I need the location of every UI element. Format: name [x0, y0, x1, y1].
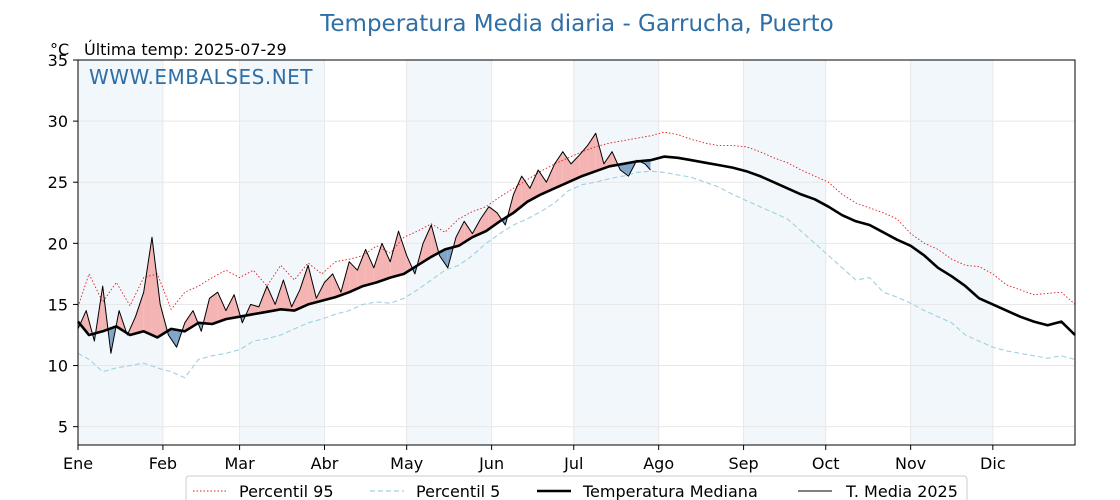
anomaly-warm-fill	[546, 163, 555, 192]
x-tick-label: Sep	[729, 454, 759, 473]
watermark: WWW.EMBALSES.NET	[89, 65, 313, 89]
x-tick-label: Feb	[149, 454, 177, 473]
legend-box	[185, 475, 968, 500]
x-tick-label: May	[390, 454, 423, 473]
anomaly-warm-fill	[455, 221, 465, 247]
x-tick-label: Abr	[311, 454, 339, 473]
plot-frame	[77, 59, 1076, 446]
month-band-4	[743, 60, 826, 445]
month-band-3	[573, 60, 659, 445]
anomaly-warm-fill	[480, 206, 489, 234]
y-tick-label: 5	[58, 418, 68, 437]
chart-title: Temperatura Media diaria - Garrucha, Pue…	[319, 11, 833, 37]
anomaly-warm-fill	[349, 261, 358, 293]
plot-area: WWW.EMBALSES.NET	[76, 59, 1076, 446]
anomaly-cool-fill	[620, 162, 629, 177]
line-percentil-95	[77, 131, 1076, 310]
x-tick-label: Oct	[812, 454, 840, 473]
x-tick-label: Ago	[643, 454, 674, 473]
anomaly-warm-fill	[529, 170, 539, 201]
last-temp-label: Última temp: 2025-07-29	[84, 40, 287, 59]
x-tick-label: Dic	[980, 454, 1006, 473]
x-tick-label: Nov	[895, 454, 926, 473]
anomaly-cool-fill	[168, 329, 177, 348]
month-band-1	[239, 60, 325, 445]
anomaly-warm-fill	[538, 170, 547, 196]
y-tick-label: 35	[48, 51, 68, 70]
anomaly-warm-fill	[225, 294, 235, 320]
anomaly-warm-fill	[135, 292, 144, 334]
anomaly-warm-fill	[266, 286, 276, 312]
anomaly-warm-fill	[373, 243, 383, 284]
y-tick-label: 15	[48, 295, 68, 314]
month-band-5	[910, 60, 993, 445]
anomaly-warm-fill	[398, 231, 407, 276]
anomaly-warm-fill	[299, 265, 309, 309]
anomaly-warm-fill	[258, 286, 267, 314]
legend-label-median: Temperatura Mediana	[582, 482, 758, 500]
anomaly-warm-fill	[562, 151, 572, 185]
anomaly-warm-fill	[80, 310, 87, 332]
line-percentil-5	[77, 170, 1076, 379]
y-tick-label: 25	[48, 173, 68, 192]
x-tick-label: Jul	[563, 454, 583, 473]
line-temperatura-mediana	[76, 155, 1076, 339]
anomaly-warm-fill	[382, 243, 391, 281]
anomaly-warm-fill	[595, 133, 604, 172]
anomaly-warm-fill	[250, 304, 259, 315]
month-band-0	[78, 60, 163, 445]
anomaly-warm-fill	[423, 225, 432, 262]
y-axis: 5 10 15 20 25 30 35	[48, 51, 78, 437]
x-axis: Ene Feb Mar Abr May Jun Jul Ago Sep Oct Nov Dic	[63, 445, 1006, 473]
legend-label-p95: Percentil 95	[239, 482, 334, 500]
anomaly-warm-fill	[603, 151, 613, 169]
anomaly-warm-fill	[521, 176, 530, 207]
anomaly-warm-fill	[151, 237, 161, 336]
anomaly-warm-fill	[365, 249, 374, 286]
anomaly-cool-fill	[644, 160, 651, 170]
x-tick-label: Ene	[63, 454, 93, 473]
x-tick-label: Mar	[225, 454, 256, 473]
anomaly-warm-fill	[209, 292, 218, 324]
anomaly-warm-fill	[332, 273, 341, 298]
legend-label-p5: Percentil 5	[416, 482, 500, 500]
unit-label: °C	[50, 40, 69, 59]
y-tick-label: 20	[48, 234, 68, 253]
anomaly-warm-fill	[357, 249, 366, 289]
anomaly-warm-fill	[587, 133, 596, 175]
line-t-media-2025	[77, 132, 651, 354]
legend: Percentil 95 Percentil 5 Temperatura Med…	[185, 475, 968, 500]
series-lines	[76, 131, 1076, 379]
anomaly-warm-fill	[217, 292, 226, 323]
legend-label-2025: T. Media 2025	[845, 482, 958, 500]
anomaly-warm-fill	[513, 176, 522, 213]
y-tick-label: 30	[48, 112, 68, 131]
anomaly-warm-fill	[390, 231, 399, 278]
x-tick-label: Jun	[478, 454, 504, 473]
anomaly-warm-fill	[143, 237, 152, 335]
y-tick-label: 10	[48, 357, 68, 376]
anomaly-cool-fill	[439, 248, 448, 268]
